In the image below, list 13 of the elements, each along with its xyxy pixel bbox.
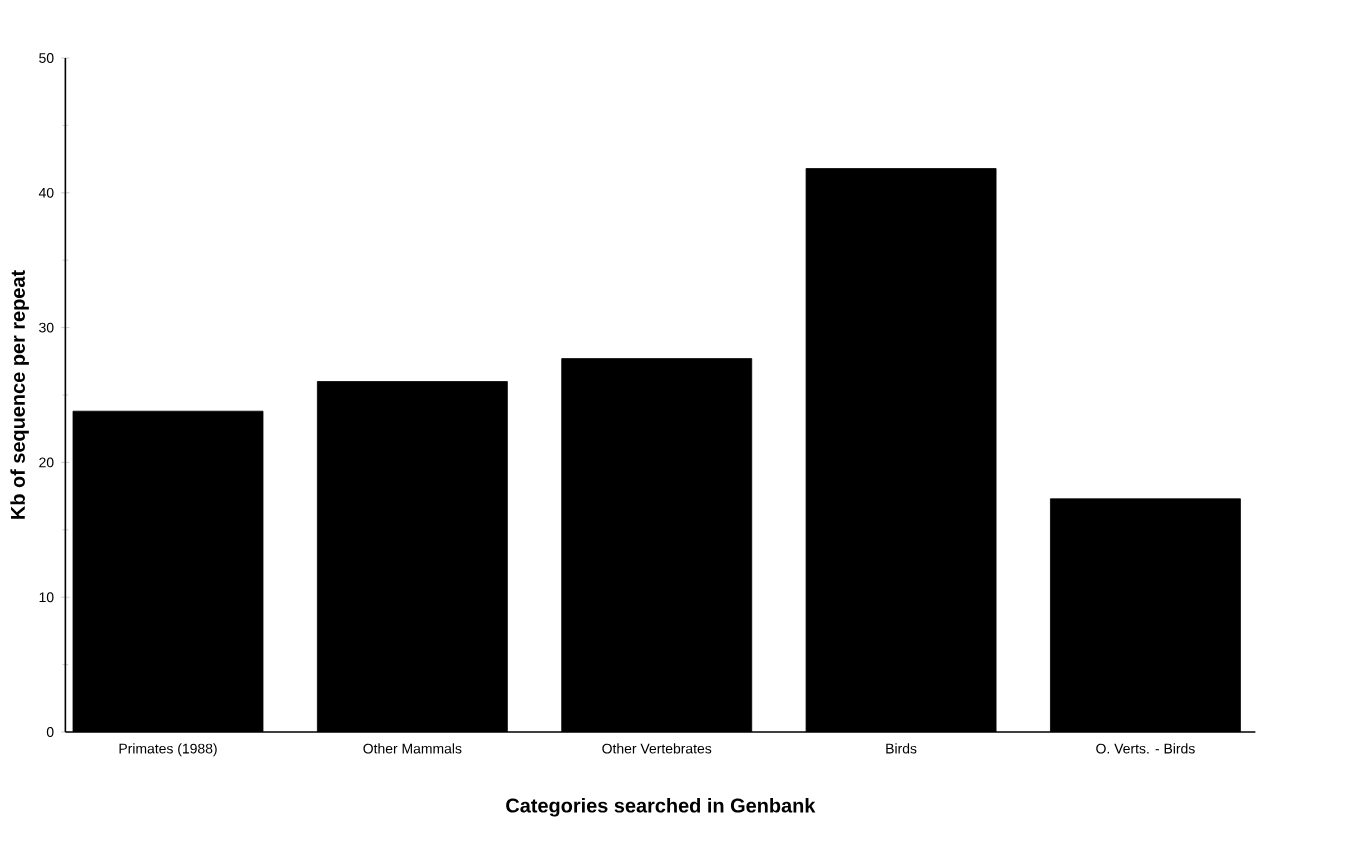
y-tick-label: 40 [38,187,54,198]
y-tick-label: 10 [39,592,54,603]
x-tick-label: Other Mammals [363,743,462,754]
x-tick-label: Other Vertebrates [602,743,712,754]
y-axis-title: Kb of sequence per repeat [10,270,29,519]
y-tick-label: 0 [46,727,54,737]
y-tick-label: 50 [39,53,54,63]
x-tick-label: Birds [886,743,917,754]
y-tick-label: 20 [39,457,54,468]
x-tick-label: Primates (1988) [119,743,217,757]
x-tick-label: O. Verts. - Birds [1096,743,1195,754]
x-axis-title: Categories searched in Genbank [506,797,816,817]
y-tick-label: 30 [39,322,54,333]
